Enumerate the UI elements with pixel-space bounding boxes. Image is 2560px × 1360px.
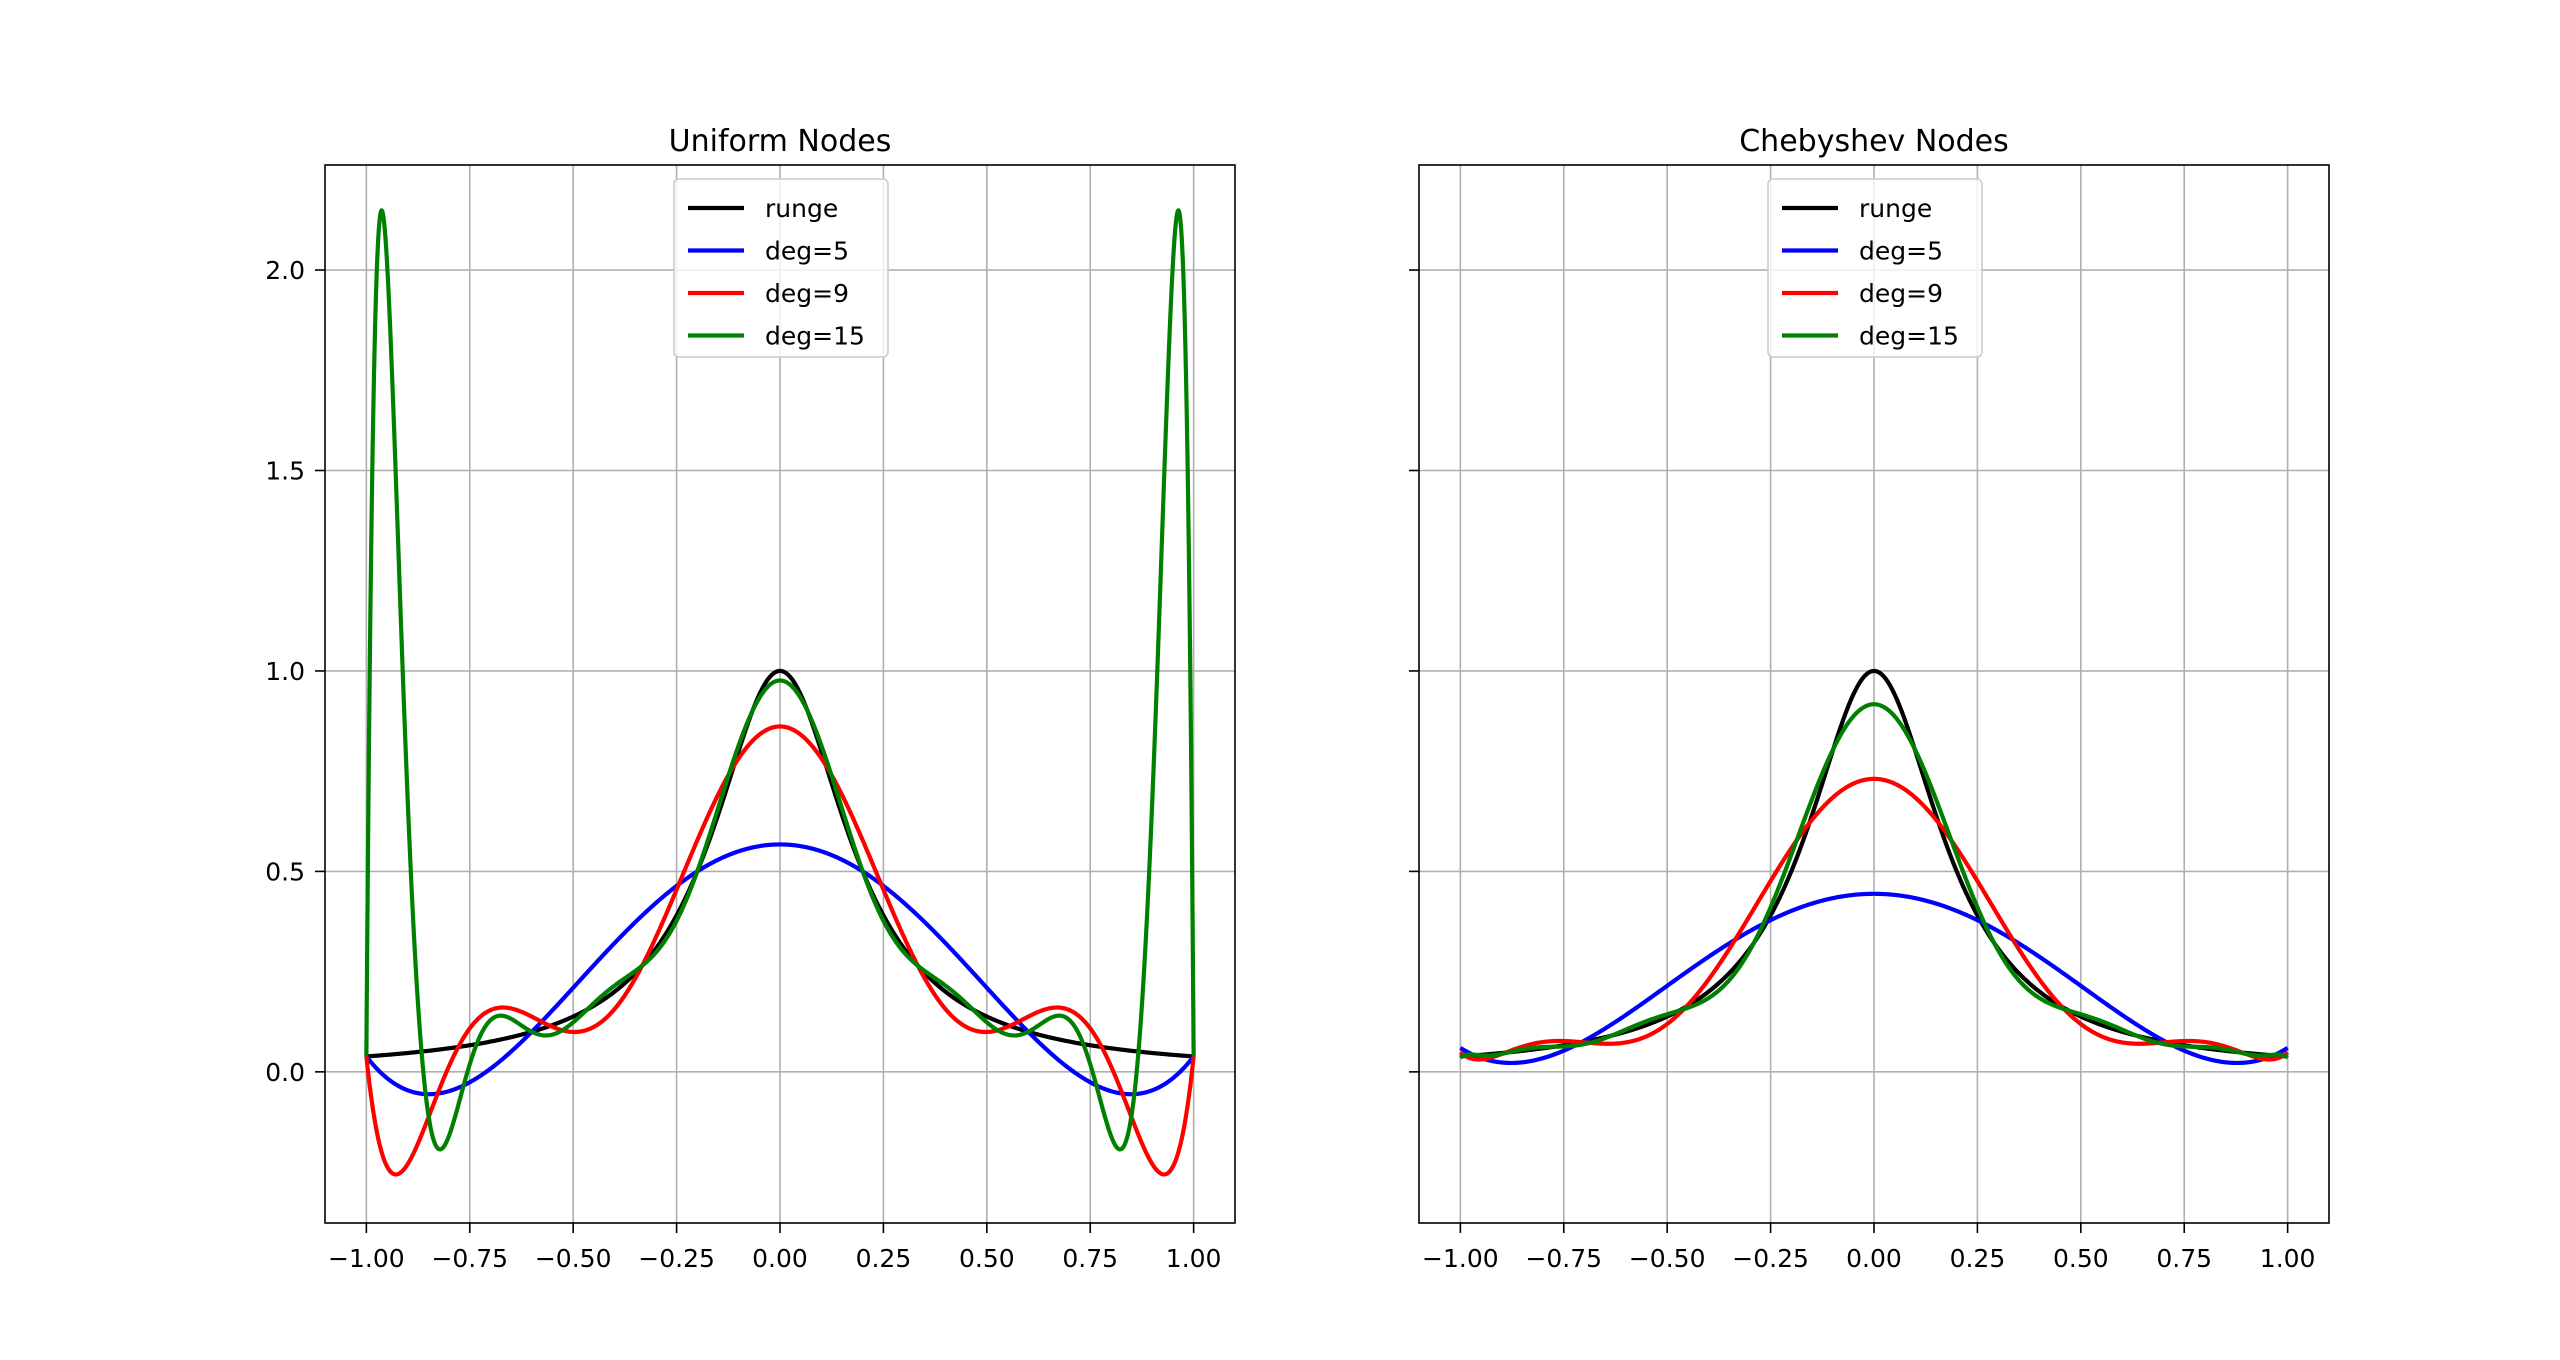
x-tick-label: −1.00 <box>328 1244 405 1273</box>
legend-label: deg=9 <box>1859 279 1943 308</box>
curves <box>364 208 1196 1177</box>
x-tick-label: 0.50 <box>959 1244 1015 1273</box>
x-tick-label: −0.25 <box>1732 1244 1809 1273</box>
x-tick-label: 1.00 <box>2260 1244 2316 1273</box>
legend: runge deg=5 deg=9 deg=15 <box>1767 178 1983 358</box>
legend-label: deg=5 <box>1859 237 1943 266</box>
y-tick-label: 0.0 <box>265 1058 305 1087</box>
x-tick-label: −1.00 <box>1422 1244 1499 1273</box>
series-line-deg-9 <box>1458 776 2290 1062</box>
legend-label: deg=5 <box>765 237 849 266</box>
legend-label: deg=15 <box>765 322 865 351</box>
x-tick-label: −0.25 <box>638 1244 715 1273</box>
legend-label: deg=9 <box>765 279 849 308</box>
chart-title: Uniform Nodes <box>669 124 892 159</box>
series-line-deg-15 <box>364 208 1196 1152</box>
x-tick-label: −0.50 <box>535 1244 612 1273</box>
legend-label: deg=15 <box>1859 322 1959 351</box>
x-tick-label: −0.50 <box>1629 1244 1706 1273</box>
chart-title: Chebyshev Nodes <box>1739 124 2009 159</box>
curves <box>1458 668 2290 1066</box>
x-tick-label: 1.00 <box>1166 1244 1222 1273</box>
x-tick-label: 0.50 <box>2053 1244 2109 1273</box>
x-tick-label: −0.75 <box>1525 1244 1602 1273</box>
subplot-uniform: −1.00 −0.75 −0.50 −0.25 0.00 0.25 0.50 0.75 1.00… <box>265 124 1236 1273</box>
y-tick-label: 1.5 <box>265 456 305 485</box>
series-line-deg-15 <box>1458 702 2290 1060</box>
legend-box <box>1767 178 1983 358</box>
series-line-deg-9 <box>364 724 1196 1177</box>
series-line-deg-5 <box>364 842 1196 1097</box>
legend-box <box>673 178 889 358</box>
y-tick-label: 2.0 <box>265 256 305 285</box>
x-tick-label: 0.25 <box>856 1244 912 1273</box>
x-tick-label: −0.75 <box>431 1244 508 1273</box>
x-tick-label: 0.75 <box>1062 1244 1118 1273</box>
y-tick-label: 0.5 <box>265 857 305 886</box>
y-tick-label: 1.0 <box>265 657 305 686</box>
subplot-chebyshev: −1.00 −0.75 −0.50 −0.25 0.00 0.25 0.50 0.75 1.00… <box>1409 124 2330 1273</box>
x-tick-label: 0.00 <box>1846 1244 1902 1273</box>
x-tick-label: 0.75 <box>2156 1244 2212 1273</box>
legend: runge deg=5 deg=9 deg=15 <box>673 178 889 358</box>
legend-label: runge <box>1859 194 1932 223</box>
series-line-runge <box>364 668 1196 1059</box>
series-line-deg-5 <box>1458 891 2290 1066</box>
x-tick-label: 0.00 <box>752 1244 808 1273</box>
legend-label: runge <box>765 194 838 223</box>
x-tick-label: 0.25 <box>1950 1244 2006 1273</box>
